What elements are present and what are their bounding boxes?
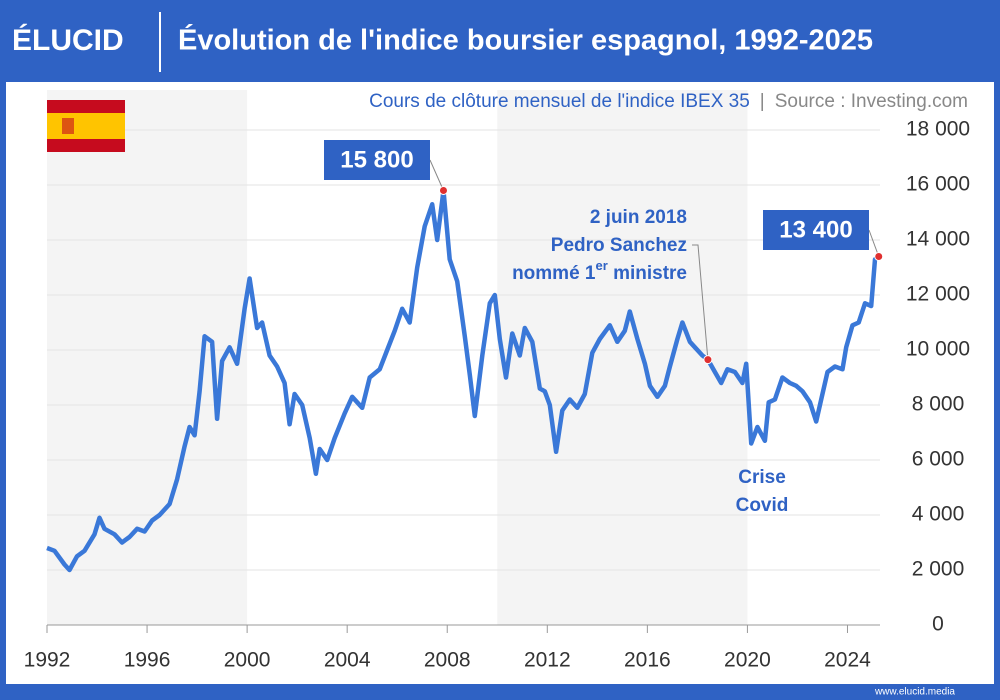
flag-yellow <box>47 113 125 139</box>
data-line <box>46 188 881 573</box>
leader-line <box>868 229 880 257</box>
value-box <box>324 140 430 180</box>
annotation-text: Pedro Sanchez <box>551 235 687 256</box>
annotation-line: 2 juin 2018 <box>590 207 687 228</box>
annotation-text: Covid <box>736 495 789 516</box>
flag-emblem <box>62 118 74 134</box>
title: Évolution de l'indice boursier espagnol,… <box>178 23 873 57</box>
annotation-line: Pedro Sanchez <box>551 235 687 256</box>
subtitle-separator: | <box>760 91 765 112</box>
y-tick-label: 8 000 <box>912 393 965 416</box>
annotation-line: nommé 1 <box>512 263 596 284</box>
source: Source : Investing.com <box>775 91 968 112</box>
x-tick-label: 1992 <box>24 649 71 672</box>
y-tick-label: 0 <box>932 613 944 636</box>
y-tick-label: 14 000 <box>906 228 970 251</box>
value-label: 13 400 <box>779 216 852 243</box>
leader-line <box>692 244 709 360</box>
x-tick-label: 2000 <box>224 649 271 672</box>
y-tick-label: 4 000 <box>912 503 965 526</box>
highlight-point <box>703 355 713 365</box>
annotation-sup: er <box>596 258 608 273</box>
x-tick-label: 2016 <box>624 649 671 672</box>
x-tick-label: 1996 <box>124 649 171 672</box>
highlight-point <box>438 186 448 195</box>
y-tick-label: 6 000 <box>912 448 965 471</box>
annotation-tail: ministre <box>608 263 687 284</box>
value-box <box>763 210 869 250</box>
annotation-text: Crise <box>738 467 786 488</box>
shaded-band <box>47 90 248 625</box>
x-tick-label: 2012 <box>524 649 571 672</box>
footer: www.elucid.media <box>874 687 955 698</box>
x-tick-label: 2024 <box>824 649 871 672</box>
y-tick-label: 10 000 <box>906 338 970 361</box>
y-tick-label: 18 000 <box>906 118 970 141</box>
x-tick-label: 2008 <box>424 649 471 672</box>
x-tick-label: 2020 <box>724 649 771 672</box>
annotation-text: 2 juin 2018 <box>590 207 687 228</box>
flag <box>47 100 125 152</box>
value-label: 15 800 <box>340 146 413 173</box>
plot: 0 2 000 4 000 6 000 8 000 10 000 12 000 14 000 1… <box>24 90 970 672</box>
x-tick-label: 2004 <box>324 649 371 672</box>
highlight-point <box>874 252 884 261</box>
subtitle: Cours de clôture mensuel de l'indice IBE… <box>369 91 968 112</box>
annotation-text: nommé 1er ministre <box>512 258 687 284</box>
y-tick-label: 12 000 <box>906 283 970 306</box>
subtitle-text: Cours de clôture mensuel de l'indice IBE… <box>369 91 750 112</box>
leader-line <box>429 159 444 191</box>
logo: ÉLUCID <box>12 23 124 57</box>
y-tick-label: 2 000 <box>912 558 965 581</box>
y-tick-label: 16 000 <box>906 173 970 196</box>
